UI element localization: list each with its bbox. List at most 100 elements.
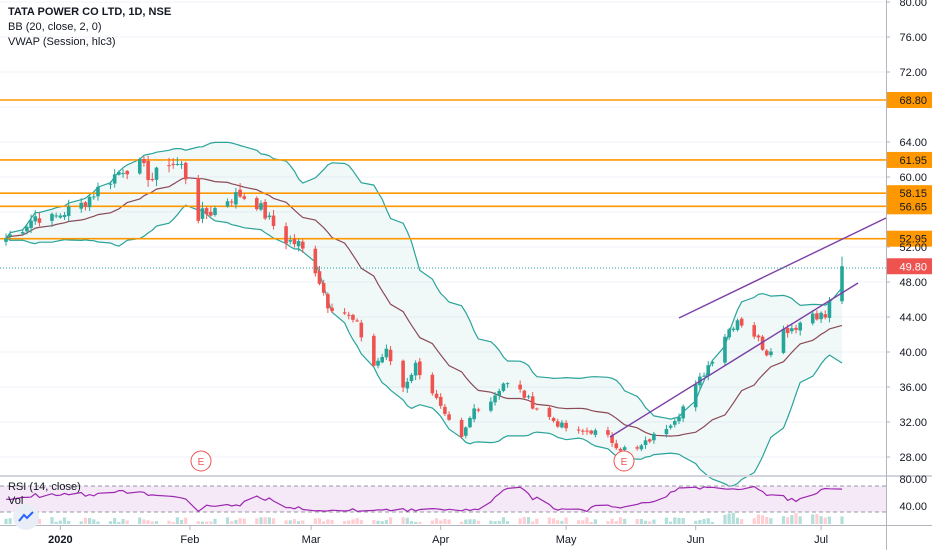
volume-bar: [493, 521, 497, 524]
rsi-axis-label: 40.00: [899, 501, 927, 513]
price-axis[interactable]: 80.00 76.00 72.00 68.80 64.00 61.95 60.00 58.15…: [886, 0, 932, 513]
time-tick-label: Feb: [180, 534, 199, 546]
volume-bar: [606, 521, 610, 524]
candle: [154, 166, 159, 187]
candle: [530, 392, 535, 410]
volume-bar: [702, 518, 706, 524]
candle: [355, 318, 359, 322]
candle: [576, 426, 581, 434]
candle: [288, 235, 293, 245]
candle: [447, 411, 451, 421]
candle: [593, 428, 598, 438]
volume-bar: [740, 519, 744, 524]
candle: [564, 420, 568, 432]
volume-bar: [731, 512, 735, 524]
volume-bar: [200, 521, 205, 524]
volume-indicator-label[interactable]: Vol: [8, 495, 24, 507]
candle: [137, 157, 142, 175]
candle: [229, 199, 234, 207]
channel-upper-trendline[interactable]: [678, 217, 887, 319]
channel-lower-trendline[interactable]: [609, 282, 859, 438]
level-price-tag: [887, 151, 932, 168]
volume-bars: [4, 512, 844, 524]
rsi-band: [0, 486, 886, 512]
candle: [438, 393, 443, 409]
candle: [464, 426, 468, 439]
volume-bar: [585, 517, 589, 524]
volume-bar: [330, 519, 334, 524]
bb-indicator-label[interactable]: BB (20, close, 2, 0): [8, 21, 102, 33]
price-tick-label: 80.00: [899, 0, 927, 9]
candle: [326, 292, 330, 314]
volume-bar: [698, 519, 702, 524]
volume-bar: [727, 513, 731, 524]
volume-bar: [79, 521, 83, 524]
candle: [472, 404, 476, 423]
volume-bar: [259, 517, 263, 524]
time-axis[interactable]: 2020 Feb Mar Apr May Jun Jul: [48, 526, 828, 546]
candle: [29, 214, 33, 234]
volume-bar: [472, 519, 476, 524]
volume-bar: [184, 517, 188, 524]
candle: [418, 357, 422, 380]
volume-bar: [639, 518, 643, 524]
rsi-indicator-label[interactable]: RSI (14, close): [8, 481, 81, 493]
level-price-tag: [887, 198, 932, 215]
candle: [255, 196, 259, 211]
volume-bar: [213, 518, 217, 524]
volume-bar: [225, 517, 230, 524]
candle: [735, 318, 740, 332]
earnings-marker-label: E: [621, 457, 628, 468]
volume-bar: [263, 517, 267, 524]
volume-bar: [564, 517, 568, 524]
volume-bar: [811, 514, 815, 524]
price-tick-label: 44.00: [899, 312, 927, 324]
candle: [342, 308, 347, 315]
candle: [647, 438, 652, 444]
volume-bar: [409, 521, 414, 524]
vwap-indicator-label[interactable]: VWAP (Session, hlc3): [8, 36, 116, 48]
candle: [664, 424, 669, 438]
volume-bar: [359, 519, 363, 524]
candle: [4, 233, 8, 246]
volume-bar: [581, 520, 585, 524]
volume-bar: [577, 520, 581, 524]
candle: [50, 212, 54, 227]
candle: [476, 407, 481, 413]
volume-bar: [179, 519, 184, 524]
candles: [4, 155, 844, 454]
candle: [125, 170, 130, 180]
volume-bar: [547, 517, 551, 524]
candle: [380, 353, 384, 364]
volume-bar: [786, 517, 790, 524]
volume-bar: [476, 520, 480, 524]
volume-bar: [8, 518, 12, 524]
candle: [677, 413, 681, 424]
earnings-marker[interactable]: E: [190, 450, 212, 472]
level-price-label: 52.95: [899, 234, 927, 246]
volume-bar: [121, 518, 125, 524]
candle: [91, 193, 96, 200]
volume-bar: [88, 517, 92, 524]
candle: [635, 445, 639, 451]
volume-bar: [205, 521, 209, 524]
time-tick-label: Jun: [687, 534, 705, 546]
tradingview-logo-icon[interactable]: [13, 504, 39, 530]
volume-bar: [752, 518, 756, 524]
volume-bar: [326, 519, 330, 524]
candle: [798, 321, 802, 336]
candle: [351, 313, 355, 323]
volume-bar: [781, 516, 786, 524]
candle: [643, 436, 648, 449]
volume-bar: [551, 518, 556, 524]
candle: [756, 334, 761, 342]
candle: [66, 199, 71, 222]
volume-bar: [297, 521, 301, 524]
volume-bar: [125, 520, 129, 524]
candle: [267, 212, 272, 220]
candle: [727, 327, 731, 340]
volume-bar: [439, 520, 443, 524]
volume-bar: [664, 517, 669, 524]
earnings-marker[interactable]: E: [613, 450, 635, 472]
